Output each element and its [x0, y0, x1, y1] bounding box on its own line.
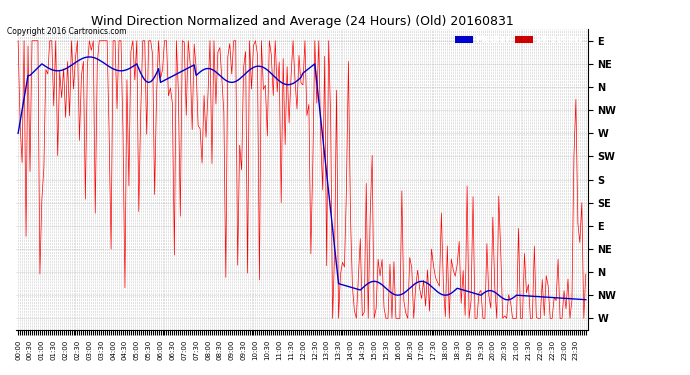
- Legend: Median, Direction: Median, Direction: [453, 34, 583, 46]
- Title: Wind Direction Normalized and Average (24 Hours) (Old) 20160831: Wind Direction Normalized and Average (2…: [90, 15, 513, 28]
- Text: Copyright 2016 Cartronics.com: Copyright 2016 Cartronics.com: [7, 27, 126, 36]
